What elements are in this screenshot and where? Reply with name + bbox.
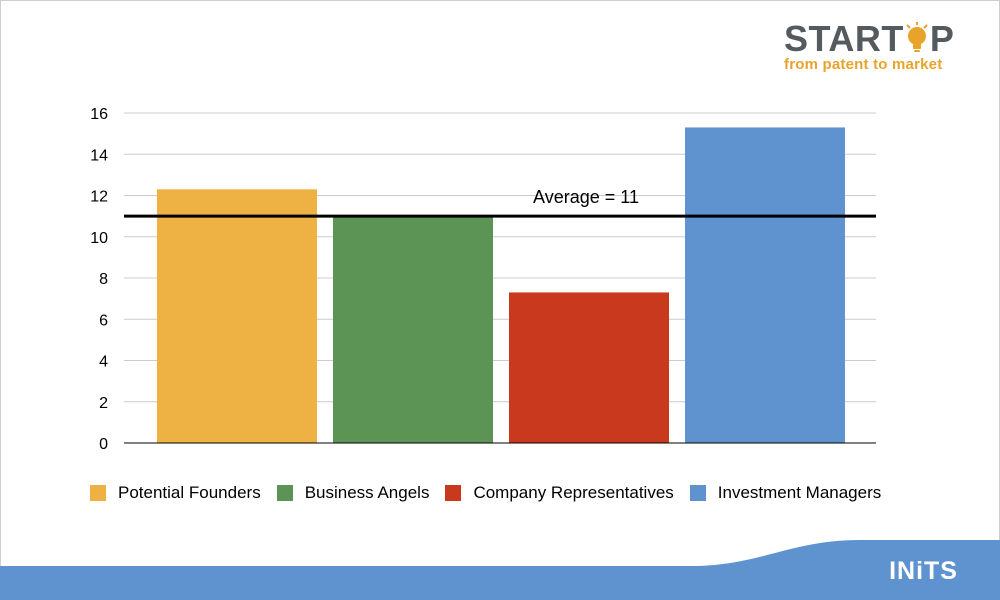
legend-item-business-angels: Business Angels [276, 483, 430, 503]
logo-wordmark: START P [784, 20, 974, 58]
legend: Potential Founders Business Angels Compa… [90, 480, 881, 506]
legend-swatch-company-representatives [445, 485, 462, 501]
logo-tagline: from patent to market [784, 56, 943, 73]
y-tick-label: 0 [99, 436, 108, 453]
y-tick-label: 4 [99, 354, 108, 371]
bar-business-angels [333, 216, 493, 443]
legend-swatch-business-angels [276, 485, 293, 501]
average-line: Average = 11 [124, 187, 876, 218]
y-tick-label: 16 [90, 106, 108, 123]
legend-item-company-representatives: Company Representatives [445, 483, 674, 503]
bars [124, 127, 876, 444]
legend-label-investment-managers: Investment Managers [717, 483, 882, 502]
bar-company-representatives [509, 292, 669, 443]
y-tick-label: 14 [90, 147, 108, 164]
legend-swatch-investment-managers [689, 485, 706, 501]
y-tick-label: 12 [90, 189, 108, 206]
y-tick-label: 8 [99, 271, 108, 288]
legend-label-business-angels: Business Angels [304, 483, 430, 502]
y-tick-label: 2 [99, 395, 108, 412]
bar-potential-founders [157, 189, 317, 443]
logo-main-left: START [784, 18, 904, 59]
y-tick-label: 6 [99, 312, 108, 329]
y-tick-label: 10 [90, 230, 108, 247]
bar-investment-managers [685, 127, 845, 443]
startup-logo: START P from patent to market [784, 20, 974, 74]
legend-label-potential-founders: Potential Founders [118, 483, 261, 502]
legend-swatch-potential-founders [90, 485, 106, 501]
legend-label-company-representatives: Company Representatives [473, 483, 674, 502]
lightbulb-icon [906, 22, 928, 56]
legend-item-potential-founders: Potential Founders [90, 483, 261, 503]
logo-main-right: P [929, 18, 955, 59]
average-label: Average = 11 [533, 187, 639, 207]
footer-wave [0, 540, 1000, 600]
inits-logo: INiTS [889, 557, 958, 585]
legend-item-investment-managers: Investment Managers [689, 483, 882, 503]
y-axis-ticks: 0 2 4 6 8 10 12 14 16 [90, 106, 108, 453]
